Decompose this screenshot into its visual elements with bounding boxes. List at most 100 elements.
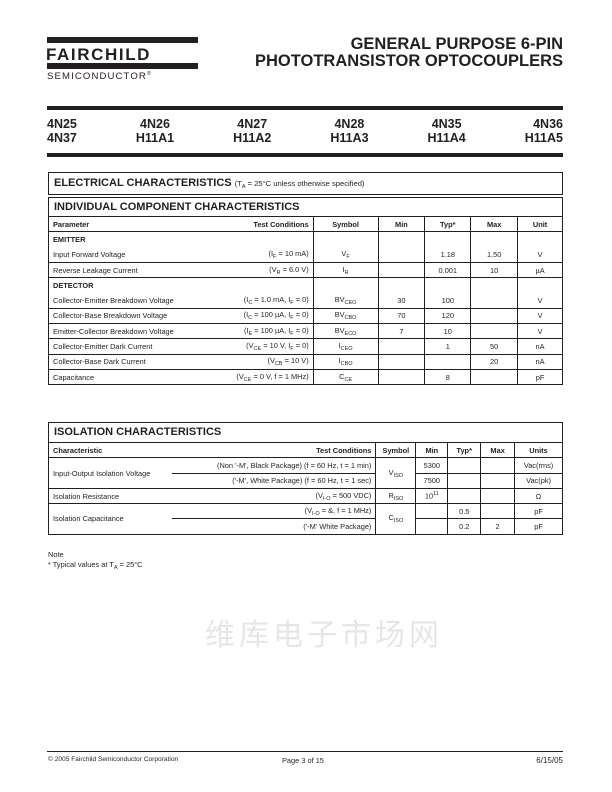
unit: V [517, 247, 563, 263]
part-number: H11A3 [330, 131, 369, 145]
table-row: ('-M', White Package) (f = 60 Hz, t = 1 … [49, 472, 563, 489]
test-conditions: (IC = 1.0 mA, IF = 0) [193, 292, 314, 309]
table-row: Emitter-Collector Breakdown Voltage (IE =… [48, 323, 563, 340]
min-value: 7500 [415, 472, 449, 489]
max-value: 10 [470, 261, 519, 279]
empty-cell [377, 277, 426, 293]
isolation-characteristics-title: ISOLATION CHARACTERISTICS [48, 422, 563, 442]
section-row: EMITTER [48, 231, 563, 248]
max-value [470, 307, 519, 325]
max-value [480, 457, 516, 474]
min-value [415, 518, 449, 535]
typ-value [424, 353, 472, 370]
symbol: IR [312, 261, 379, 279]
characteristic: Input-Output Isolation Voltage [48, 457, 173, 489]
part-number-group: 4N28 H11A3 [330, 117, 368, 145]
column-header: Max [470, 215, 519, 233]
logo-subtitle-text: SEMICONDUCTOR [47, 71, 147, 83]
footer-rule [47, 751, 563, 752]
part-number: 4N37 [47, 131, 77, 145]
title-line-2: PHOTOTRANSISTOR OPTOCOUPLERS [254, 52, 563, 70]
min-value: 70 [377, 307, 426, 325]
parameter: Collector-Emitter Dark Current [48, 338, 194, 355]
footer-date: 6/15/05 [536, 756, 563, 765]
test-conditions: (VI-O = 500 VDC) [172, 487, 377, 505]
column-header: Max [480, 441, 516, 459]
min-value [377, 261, 426, 279]
unit: Vac(rms) [514, 457, 563, 474]
test-conditions: (VR = 6.0 V) [193, 261, 314, 279]
title-line-1: GENERAL PURPOSE 6-PIN [350, 35, 563, 53]
min-value: 30 [377, 292, 426, 309]
test-conditions: (VCB = 10 V) [193, 353, 314, 370]
part-number: 4N25 [47, 117, 77, 131]
symbol: BVCEO [312, 292, 379, 309]
typ-value: 0.2 [447, 518, 482, 535]
part-number-group: 4N36 H11A5 [525, 117, 563, 145]
section-condition: (TA = 25°C unless otherwise specified) [234, 179, 365, 190]
column-header: Units [514, 441, 563, 459]
empty-cell [517, 277, 563, 293]
table-row: Isolation Capacitance (VI-O = &, f = 1 MH… [48, 503, 563, 535]
symbol: BVCBO [312, 307, 379, 325]
unit: Ω [514, 487, 563, 505]
max-value [480, 487, 516, 505]
min-value: 1011 [415, 487, 449, 505]
footer-copyright: © 2005 Fairchild Semiconductor Corporati… [48, 756, 179, 763]
test-conditions: (VCE = 10 V, IF = 0) [193, 338, 314, 355]
individual-characteristics-title: INDIVIDUAL COMPONENT CHARACTERISTICS [48, 197, 563, 216]
parts-rule [47, 153, 563, 157]
max-value: 20 [470, 353, 519, 370]
table-row: Collector-Base Breakdown Voltage (IC = 10… [48, 307, 563, 325]
table-row: ('-M' White Package) 0.2 2 pF [49, 518, 563, 535]
characteristic: Isolation Capacitance [48, 503, 173, 535]
part-number: 4N27 [237, 117, 268, 131]
logo-subtitle: SEMICONDUCTOR® [47, 71, 152, 82]
watermark: 维库电子市场网 [205, 618, 443, 653]
part-number: 4N35 [431, 117, 462, 131]
min-value: 5300 [415, 457, 449, 474]
section-label: EMITTER [48, 231, 314, 248]
column-header: Test Conditions [172, 441, 377, 459]
table-row: Collector-Emitter Dark Current (VCE = 10 … [48, 338, 563, 355]
part-number-group: 4N27 H11A2 [233, 117, 271, 145]
electrical-characteristics-banner: ELECTRICAL CHARACTERISTICS (TA = 25°C un… [48, 172, 563, 195]
unit: nA [517, 338, 563, 355]
test-conditions: (IE = 100 µA, IF = 0) [193, 323, 314, 340]
min-value [377, 338, 426, 355]
unit: V [517, 307, 563, 325]
typ-value: 100 [424, 292, 472, 309]
column-header: Min [415, 441, 449, 459]
test-conditions: ('-M' White Package) [172, 518, 377, 535]
table-row: Reverse Leakage Current (VR = 6.0 V) IR 0.0… [48, 261, 563, 279]
part-number: 4N26 [140, 117, 170, 131]
symbol: RISO [375, 487, 417, 505]
max-value: 50 [470, 338, 519, 355]
column-header: Symbol [312, 215, 379, 233]
note-label: Note [48, 550, 64, 559]
part-number-group: 4N26 H11A1 [136, 117, 174, 145]
part-number: H11A5 [524, 131, 563, 145]
test-conditions: (VCE = 0 V, f = 1 MHz) [193, 368, 314, 386]
table-row: Collector-Emitter Breakdown Voltage (IC =… [48, 292, 563, 309]
max-value: 1.50 [470, 247, 519, 263]
empty-cell [517, 231, 563, 248]
section-title: ELECTRICAL CHARACTERISTICS [54, 177, 232, 189]
column-header: Symbol [375, 441, 417, 459]
part-number: 4N36 [533, 117, 563, 131]
table-row: Input Forward Voltage (IF = 10 mA) VF 1.18 1… [48, 247, 563, 263]
typ-value: 8 [424, 368, 472, 386]
min-value [377, 368, 426, 386]
unit: pF [514, 518, 563, 535]
table-row: Isolation Resistance (VI-O = 500 VDC) RISO… [48, 487, 563, 505]
max-value [470, 368, 519, 386]
unit: µA [517, 261, 563, 279]
column-header: Unit [517, 215, 563, 233]
part-number: 4N28 [334, 117, 365, 131]
symbol: VF [312, 247, 379, 263]
typ-value [447, 457, 482, 474]
typ-value: 10 [424, 323, 472, 340]
table-row: Collector-Base Dark Current (VCB = 10 V) I… [48, 353, 563, 370]
registered-mark: ® [146, 71, 152, 77]
document-title: GENERAL PURPOSE 6-PIN PHOTOTRANSISTOR OP… [255, 36, 563, 70]
